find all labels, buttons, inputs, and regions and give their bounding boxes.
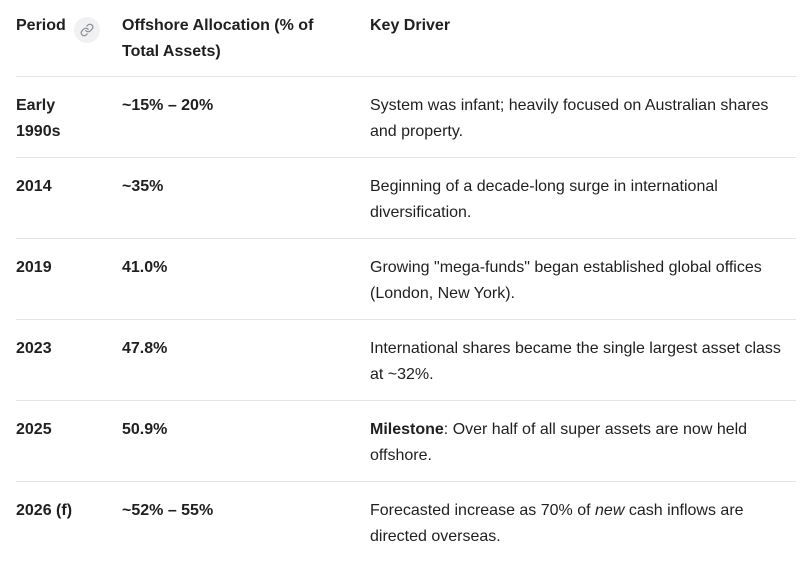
table-row: 2014 ~35% Beginning of a decade-long sur… <box>16 157 796 239</box>
driver-cell: Growing "mega-funds" began established g… <box>370 238 796 320</box>
driver-text-segment: Forecasted increase as 70% of <box>370 502 596 519</box>
driver-cell: Milestone: Over half of all super assets… <box>370 400 796 482</box>
driver-cell: System was infant; heavily focused on Au… <box>370 76 796 158</box>
allocation-cell: ~35% <box>122 157 370 239</box>
driver-text-segment: : Over half of all super assets are now … <box>370 421 748 464</box>
driver-bold-segment: Milestone <box>370 421 444 438</box>
driver-cell: International shares became the single l… <box>370 319 796 401</box>
period-cell: 2023 <box>16 319 122 401</box>
period-cell: 2019 <box>16 238 122 320</box>
table-row: 2019 41.0% Growing "mega-funds" began es… <box>16 238 796 320</box>
header-row: Period Offshore Allocation (% of Total A… <box>16 0 796 77</box>
table-row: 2023 47.8% International shares became t… <box>16 319 796 401</box>
table-row: Early 1990s ~15% – 20% System was infant… <box>16 76 796 158</box>
column-header-period: Period <box>16 0 122 77</box>
column-header-allocation: Offshore Allocation (% of Total Assets) <box>122 0 370 77</box>
column-header-key-driver: Key Driver <box>370 0 796 77</box>
link-icon <box>80 23 94 37</box>
period-cell: 2026 (f) <box>16 502 73 519</box>
anchor-link-button[interactable] <box>73 17 100 43</box>
table-row: 2025 50.9% Milestone: Over half of all s… <box>16 400 796 482</box>
allocation-table: Period Offshore Allocation (% of Total A… <box>16 0 796 562</box>
driver-cell: Beginning of a decade-long surge in inte… <box>370 157 796 239</box>
period-cell: 2025 <box>16 400 122 482</box>
driver-cell: Forecasted increase as 70% of new cash i… <box>370 482 796 563</box>
allocation-cell: 41.0% <box>122 238 370 320</box>
table-row: 2026 (f) ~52% – 55% Forecasted increase … <box>16 482 796 563</box>
period-cell: Early 1990s <box>16 76 122 158</box>
allocation-cell: 47.8% <box>122 319 370 401</box>
allocation-cell: 50.9% <box>122 400 370 482</box>
column-header-period-label: Period <box>16 17 66 34</box>
allocation-cell: ~52% – 55% <box>122 502 214 519</box>
period-cell: 2014 <box>16 157 122 239</box>
allocation-cell: ~15% – 20% <box>122 76 370 158</box>
driver-italic-segment: new <box>595 502 625 519</box>
driver-text-segment: cash inflows are directed overseas. <box>370 502 744 545</box>
